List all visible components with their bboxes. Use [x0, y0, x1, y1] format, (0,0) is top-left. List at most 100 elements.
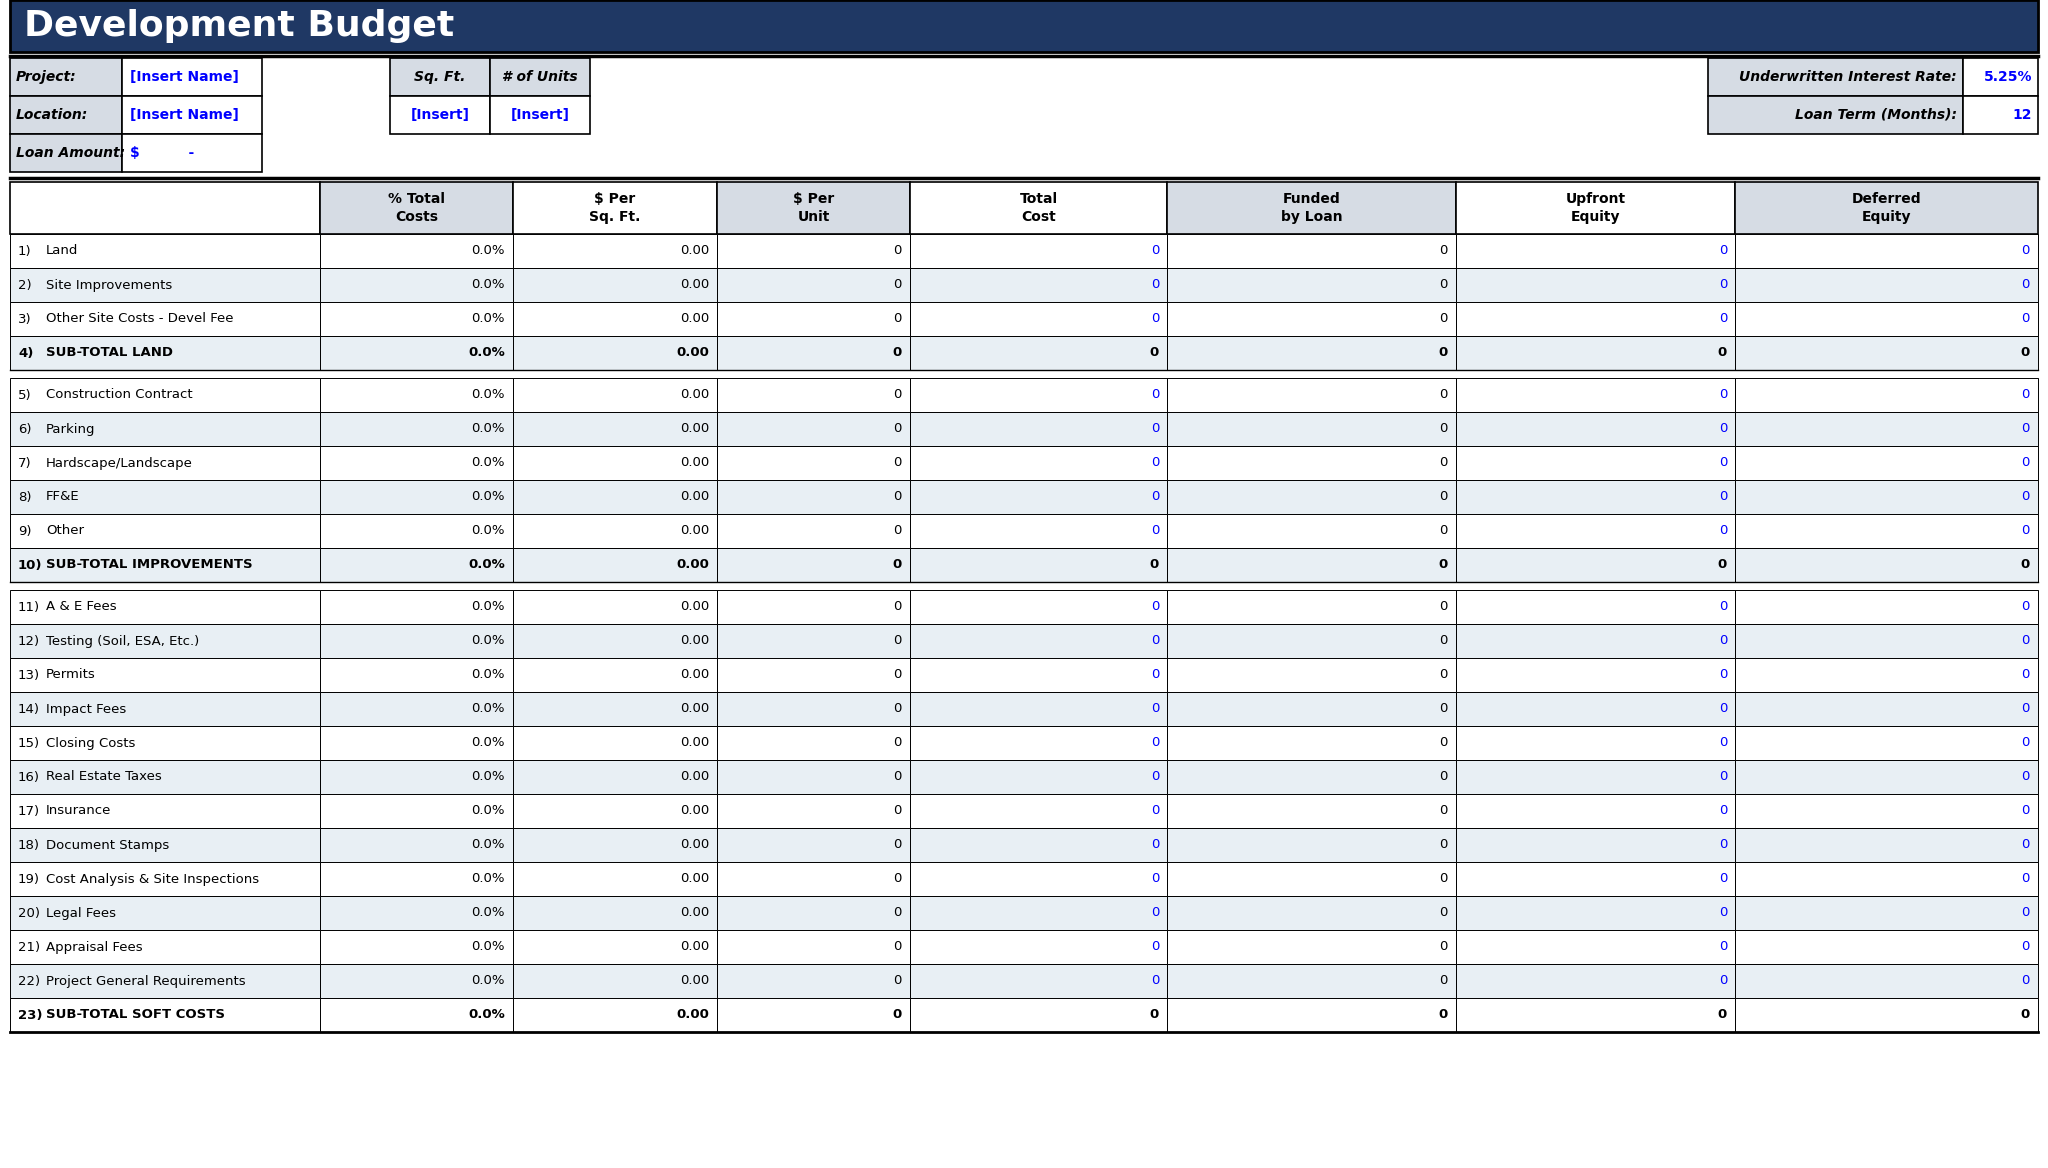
Text: 0.00: 0.00 [680, 457, 709, 470]
Text: Sq. Ft.: Sq. Ft. [414, 70, 465, 84]
Bar [1167, 862, 1456, 896]
Bar [512, 514, 717, 548]
Bar [1167, 303, 1456, 336]
Text: 0.0%: 0.0% [469, 1008, 506, 1022]
Bar [10, 303, 319, 336]
Text: 0: 0 [1440, 668, 1448, 681]
Text: Unit: Unit [797, 210, 829, 224]
Text: 0.0%: 0.0% [471, 668, 506, 681]
Bar [512, 412, 717, 446]
Bar [909, 658, 1167, 691]
Bar [717, 446, 909, 480]
Text: 0: 0 [893, 906, 901, 919]
Bar [512, 480, 717, 514]
Bar [1167, 997, 1456, 1033]
Bar [10, 336, 319, 370]
Text: 0: 0 [1718, 737, 1726, 750]
Text: Other Site Costs - Devel Fee: Other Site Costs - Devel Fee [45, 313, 233, 326]
Text: 0: 0 [1718, 600, 1726, 613]
Bar [512, 794, 717, 828]
Bar [1167, 267, 1456, 303]
Bar [10, 480, 319, 514]
Bar [1735, 412, 2038, 446]
Text: 0: 0 [1440, 558, 1448, 571]
Bar [1456, 624, 1735, 658]
Bar [1456, 828, 1735, 862]
Text: 0: 0 [1718, 313, 1726, 326]
Bar [1735, 624, 2038, 658]
Text: 0: 0 [2021, 278, 2030, 292]
Text: 0: 0 [1440, 872, 1448, 885]
Text: 0: 0 [2021, 423, 2030, 436]
Text: 0.00: 0.00 [680, 524, 709, 537]
Text: Underwritten Interest Rate:: Underwritten Interest Rate: [1739, 70, 1958, 84]
Text: 0: 0 [893, 524, 901, 537]
Bar [1735, 930, 2038, 964]
Text: 0.0%: 0.0% [471, 771, 506, 784]
Text: $          -: $ - [129, 146, 195, 160]
Text: 0.00: 0.00 [680, 244, 709, 257]
Text: Impact Fees: Impact Fees [45, 702, 127, 716]
Text: 0.0%: 0.0% [471, 524, 506, 537]
Text: 0: 0 [893, 1008, 901, 1022]
Bar [512, 378, 717, 412]
Bar [717, 862, 909, 896]
Text: 0: 0 [1718, 906, 1726, 919]
Bar [717, 828, 909, 862]
Bar [319, 691, 512, 726]
Bar [10, 896, 319, 930]
Text: 13): 13) [18, 668, 41, 681]
Text: 0.00: 0.00 [676, 1008, 709, 1022]
Bar [489, 96, 590, 134]
Text: 0: 0 [1718, 1008, 1726, 1022]
Text: 0.0%: 0.0% [471, 940, 506, 953]
Text: 0: 0 [893, 702, 901, 716]
Bar [717, 760, 909, 794]
Bar [1167, 514, 1456, 548]
Text: 0: 0 [1718, 457, 1726, 470]
Bar [1456, 794, 1735, 828]
Text: 5.25%: 5.25% [1985, 70, 2032, 84]
Bar [319, 726, 512, 760]
Bar [909, 446, 1167, 480]
Text: 2): 2) [18, 278, 31, 292]
Bar [909, 896, 1167, 930]
Text: 0: 0 [1718, 839, 1726, 851]
Text: 0: 0 [2021, 668, 2030, 681]
Text: [Insert Name]: [Insert Name] [129, 70, 240, 84]
Bar [1456, 590, 1735, 624]
Bar [10, 691, 319, 726]
Bar [717, 182, 909, 234]
Bar [512, 726, 717, 760]
Text: 0: 0 [1718, 389, 1726, 402]
Bar [10, 446, 319, 480]
Text: 0: 0 [893, 872, 901, 885]
Text: SUB-TOTAL LAND: SUB-TOTAL LAND [45, 347, 172, 360]
Bar [319, 412, 512, 446]
Text: 0: 0 [1151, 457, 1159, 470]
Text: Construction Contract: Construction Contract [45, 389, 193, 402]
Bar [1735, 997, 2038, 1033]
Bar [319, 624, 512, 658]
Text: 0: 0 [1718, 805, 1726, 818]
Text: 0: 0 [1440, 634, 1448, 647]
Text: 0: 0 [1440, 737, 1448, 750]
Text: 0.00: 0.00 [680, 974, 709, 987]
Text: Document Stamps: Document Stamps [45, 839, 170, 851]
Bar [909, 624, 1167, 658]
Bar [1167, 930, 1456, 964]
Bar [1456, 303, 1735, 336]
Text: 16): 16) [18, 771, 41, 784]
Bar [717, 896, 909, 930]
Text: 0.00: 0.00 [680, 423, 709, 436]
Bar [1456, 412, 1735, 446]
Text: 0: 0 [1718, 278, 1726, 292]
Bar [717, 590, 909, 624]
Bar [1456, 964, 1735, 997]
Text: 0.00: 0.00 [680, 805, 709, 818]
Bar [1456, 658, 1735, 691]
Bar [319, 182, 512, 234]
Text: 0: 0 [2021, 906, 2030, 919]
Text: 0: 0 [2021, 491, 2030, 503]
Bar [1456, 930, 1735, 964]
